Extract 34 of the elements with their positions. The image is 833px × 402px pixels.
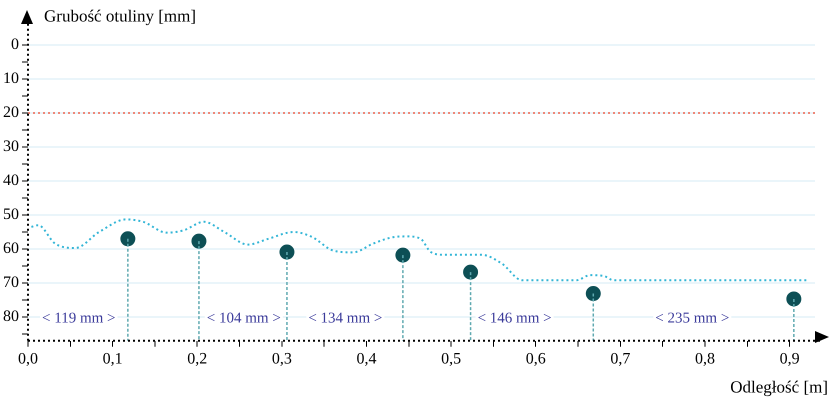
annotation: < 235 mm > [655,310,730,327]
point [463,264,478,280]
point [279,244,294,260]
y-tick-label: 50 [3,206,19,224]
x-tick-label: 0,6 [526,350,546,368]
x-tick-label: 0,0 [18,350,38,368]
y-axis-title: Grubość otuliny [mm] [44,6,196,26]
x-tick-label: 0,9 [780,350,800,368]
x-tick-label: 0,2 [187,350,208,368]
annotation: < 119 mm > [42,310,116,327]
y-tick-label: 80 [3,308,19,326]
y-tick-label: 60 [3,240,19,258]
x-tick-label: 0,3 [272,350,292,368]
annotation: < 104 mm > [206,310,281,327]
line-series [30,218,808,282]
y-tick-label: 10 [3,70,19,88]
annotation: < 146 mm > [478,310,552,327]
y-tick-label: 40 [3,172,19,190]
point [586,286,601,302]
point [395,248,410,263]
point [786,291,802,306]
x-tick-label: 0,5 [441,350,462,368]
y-tick-label: 0 [11,36,19,54]
annotation: < 134 mm > [308,310,382,327]
point [191,234,206,249]
x-tick-label: 0,4 [356,350,376,368]
y-tick-label: 70 [3,274,19,292]
y-tick-label: 20 [3,104,19,122]
x-tick-label: 0,7 [610,350,630,368]
x-tick-label: 0,1 [102,350,123,368]
y-tick-label: 30 [3,138,19,156]
x-tick-label: 0,8 [694,350,715,368]
x-axis-title: Odległość [m] [730,377,828,396]
point [120,231,136,246]
